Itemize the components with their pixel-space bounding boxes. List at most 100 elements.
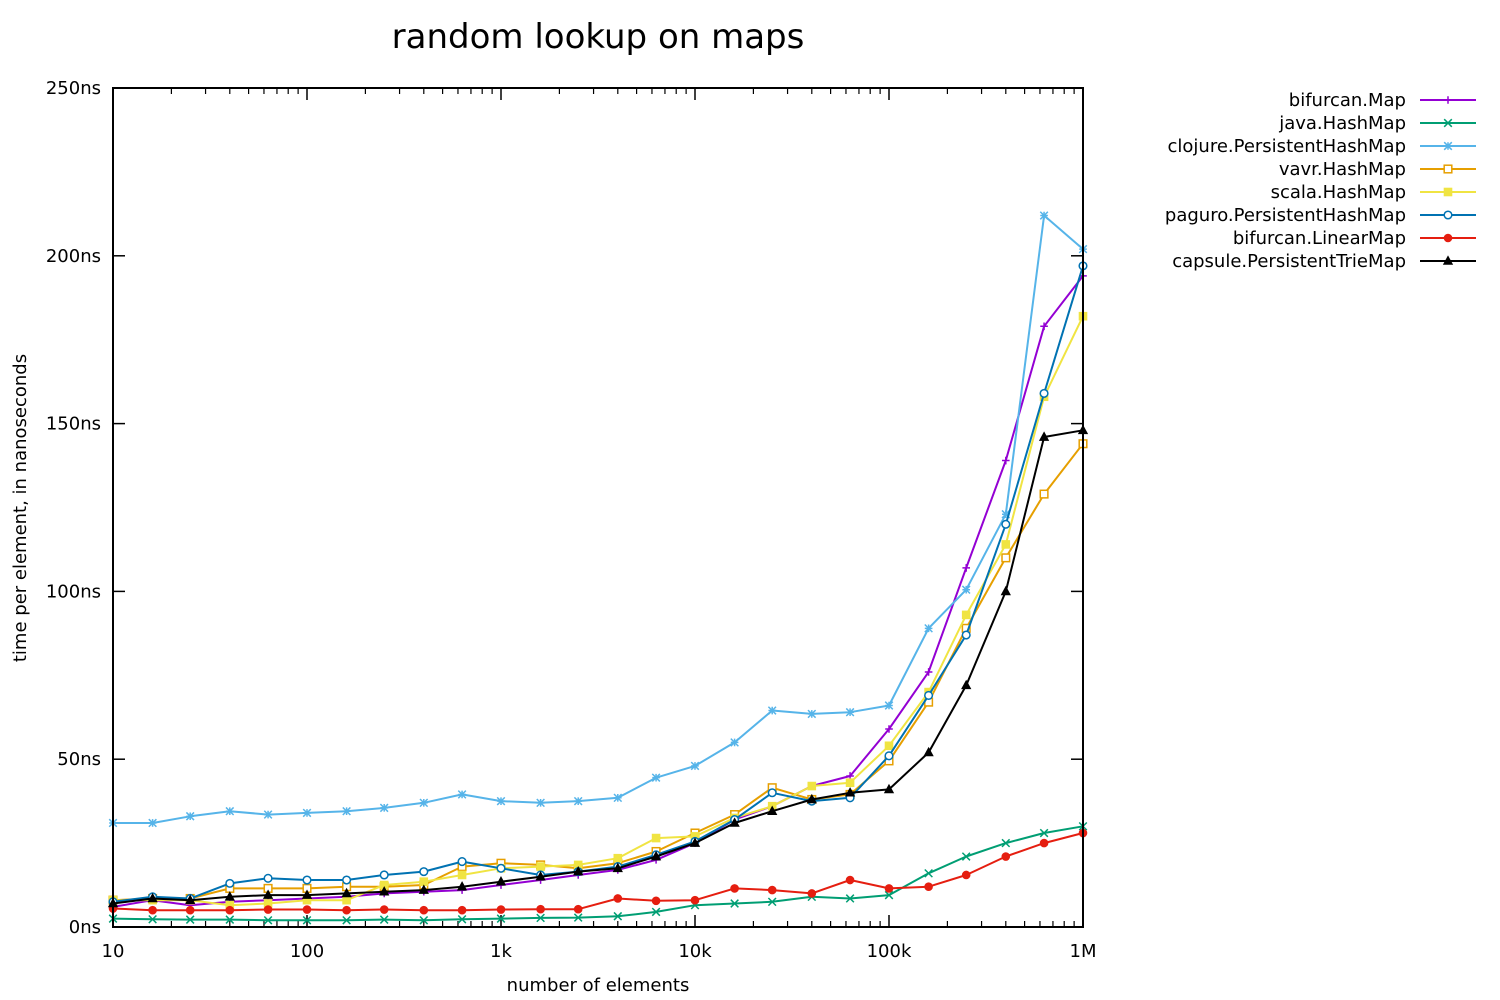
data-point	[767, 788, 777, 798]
data-point	[1001, 852, 1011, 861]
data-point	[806, 793, 817, 804]
data-point	[573, 904, 583, 914]
data-point-shape	[1039, 211, 1049, 220]
data-point-shape	[496, 914, 506, 923]
legend-marker-shape	[1443, 187, 1453, 197]
data-point	[457, 870, 467, 880]
data-point	[379, 905, 389, 914]
series-bifurcan-linearmap	[108, 828, 1088, 915]
data-point-shape	[536, 862, 545, 871]
data-point	[379, 803, 389, 813]
data-point-shape	[419, 798, 429, 808]
legend-marker-shape	[1443, 141, 1453, 151]
data-point	[729, 817, 740, 827]
y-tick-label: 200ns	[46, 246, 101, 267]
data-point	[807, 781, 817, 791]
data-point	[573, 796, 583, 806]
data-point-shape	[1000, 585, 1011, 596]
data-point	[1038, 431, 1050, 441]
data-point	[807, 709, 817, 719]
legend-label: paguro.PersistentHashMap	[1165, 205, 1406, 226]
data-point-shape	[302, 905, 312, 914]
data-point-shape	[1040, 322, 1048, 331]
series-line-bifurcan-map	[112, 275, 1084, 908]
data-point	[301, 889, 313, 899]
data-point-shape	[457, 790, 467, 799]
data-point-shape	[379, 803, 389, 813]
data-point	[845, 894, 855, 903]
y-tick-label: 50ns	[57, 749, 101, 770]
data-point-shape	[613, 894, 623, 903]
series-java-hashmap	[108, 821, 1088, 925]
data-point	[924, 690, 934, 700]
legend-marker	[1443, 210, 1453, 220]
y-tick-label: 0ns	[69, 917, 101, 938]
data-point-shape	[729, 817, 740, 827]
data-point	[884, 701, 894, 710]
data-point	[767, 885, 777, 895]
data-point	[457, 905, 467, 915]
series-line-vavr-hashmap	[112, 443, 1084, 902]
legend-item-clojure-persistenthashmap: clojure.PersistentHashMap	[1168, 136, 1476, 157]
data-point	[767, 897, 777, 907]
data-point	[923, 746, 934, 757]
data-point-shape	[1002, 456, 1010, 465]
y-tick-label: 250ns	[46, 78, 101, 99]
data-point-shape	[225, 878, 235, 888]
data-point-shape	[1039, 838, 1049, 848]
data-point	[185, 915, 195, 924]
data-point	[419, 915, 429, 925]
data-point-shape	[807, 781, 817, 791]
data-point-shape	[961, 852, 971, 861]
data-point	[884, 751, 894, 761]
data-point-shape	[807, 889, 817, 898]
data-point-shape	[730, 899, 739, 908]
data-point	[650, 850, 662, 861]
data-point-shape	[612, 862, 623, 873]
legend-label: java.HashMap	[1278, 113, 1406, 134]
data-point-shape	[1001, 838, 1011, 848]
series-vavr-hashmap	[108, 439, 1088, 905]
data-point-shape	[690, 895, 700, 905]
data-point-shape	[651, 896, 661, 906]
data-point	[225, 806, 235, 816]
data-point	[536, 913, 545, 923]
data-point-shape	[262, 889, 274, 899]
legend-marker-shape	[1443, 210, 1453, 220]
data-point	[1039, 211, 1049, 220]
data-point-shape	[1001, 519, 1011, 529]
data-point-shape	[457, 905, 467, 915]
data-point	[457, 790, 467, 799]
data-point	[379, 915, 389, 924]
data-point-shape	[884, 741, 894, 751]
data-point	[496, 796, 506, 806]
data-point-shape	[419, 905, 429, 915]
data-point	[924, 623, 933, 633]
data-point	[263, 810, 273, 819]
data-point	[924, 882, 933, 892]
data-point-shape	[419, 877, 429, 886]
data-point	[651, 907, 661, 917]
data-point	[845, 875, 855, 885]
legend-marker-shape	[1443, 233, 1453, 243]
data-point	[924, 668, 933, 676]
data-point	[884, 890, 894, 900]
data-point-shape	[651, 773, 661, 782]
data-point-shape	[379, 886, 390, 896]
data-point-shape	[651, 907, 661, 917]
legend-item-vavr-hashmap: vavr.HashMap	[1279, 159, 1476, 180]
data-point	[961, 610, 971, 620]
data-point	[263, 905, 273, 914]
data-point	[651, 773, 661, 782]
data-point-shape	[379, 870, 389, 880]
data-point	[225, 905, 235, 915]
data-point-shape	[342, 895, 351, 905]
data-point-shape	[1039, 388, 1049, 398]
data-point	[1039, 489, 1049, 499]
data-point-shape	[1001, 852, 1011, 861]
data-point-shape	[536, 904, 545, 914]
data-point-shape	[845, 894, 855, 903]
legend-marker-shape	[1443, 118, 1453, 128]
data-point	[536, 798, 545, 808]
data-point-shape	[302, 875, 312, 885]
